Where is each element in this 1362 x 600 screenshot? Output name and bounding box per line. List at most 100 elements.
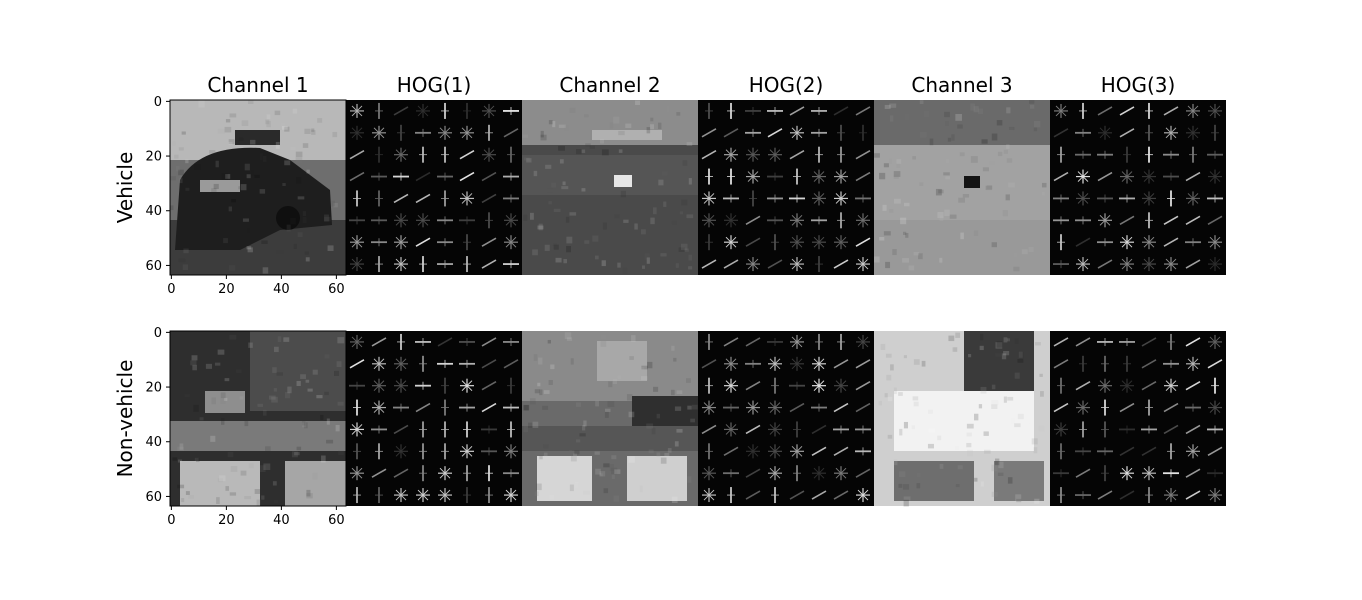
texture-pixel (537, 382, 541, 387)
texture-pixel (565, 216, 570, 223)
texture-pixel (254, 174, 260, 178)
texture-pixel (995, 458, 1000, 466)
texture-pixel (229, 492, 237, 496)
texture-pixel (991, 133, 998, 141)
texture-pixel (287, 386, 292, 394)
texture-pixel (336, 361, 342, 368)
texture-pixel (297, 196, 305, 200)
texture-pixel (957, 465, 963, 470)
texture-pixel (625, 123, 632, 129)
texture-pixel (286, 224, 291, 232)
mid-band (522, 426, 698, 451)
texture-pixel (973, 230, 979, 236)
texture-pixel (304, 422, 308, 429)
hog-cell (745, 443, 761, 459)
texture-pixel (312, 369, 318, 375)
texture-pixel (680, 243, 688, 250)
texture-pixel (172, 141, 176, 146)
texture-pixel (211, 397, 216, 405)
texture-pixel (686, 214, 694, 219)
texture-pixel (574, 450, 580, 455)
texture-pixel (937, 435, 942, 441)
texture-pixel (228, 139, 235, 145)
texture-pixel (182, 264, 189, 271)
hog-cell (767, 399, 783, 416)
texture-pixel (908, 265, 915, 271)
texture-pixel (660, 457, 667, 464)
texture-pixel (613, 495, 620, 502)
texture-pixel (211, 188, 217, 193)
texture-pixel (583, 114, 589, 118)
texture-pixel (676, 390, 683, 395)
hog-cell (1119, 465, 1135, 481)
texture-pixel (524, 404, 530, 411)
texture-pixel (284, 126, 290, 132)
texture-pixel (889, 115, 894, 122)
panel-vehicle-hog-2 (698, 100, 874, 275)
car-region (522, 155, 698, 195)
texture-pixel (585, 143, 591, 147)
hog-cell (393, 378, 409, 394)
texture-pixel (670, 389, 675, 396)
sign-region (205, 391, 245, 413)
texture-pixel (674, 441, 679, 447)
texture-pixel (921, 360, 926, 367)
texture-pixel (1033, 127, 1038, 132)
panel-non-vehicle-hog-3 (1050, 331, 1226, 506)
texture-pixel (1039, 373, 1043, 377)
texture-pixel (599, 471, 606, 477)
texture-pixel (558, 145, 565, 151)
hog-cell (789, 234, 805, 250)
texture-pixel (673, 357, 677, 362)
panel-non-vehicle-hog-2 (698, 331, 874, 506)
texture-pixel (617, 262, 621, 268)
texture-pixel (916, 472, 921, 478)
hog-cell (393, 234, 409, 250)
texture-pixel (653, 386, 659, 392)
texture-pixel (646, 257, 650, 264)
texture-pixel (918, 103, 925, 109)
panel-non-vehicle-channel-2 (522, 331, 698, 506)
texture-pixel (1015, 494, 1022, 502)
hog-cell (437, 465, 453, 481)
texture-pixel (269, 395, 276, 400)
texture-pixel (306, 493, 313, 499)
texture-pixel (244, 496, 252, 500)
texture-pixel (251, 170, 255, 177)
texture-pixel (266, 114, 271, 120)
texture-pixel (888, 158, 893, 165)
texture-pixel (880, 343, 886, 350)
texture-pixel (614, 469, 621, 474)
texture-pixel (326, 418, 330, 425)
texture-pixel (306, 169, 310, 174)
texture-pixel (919, 100, 924, 104)
texture-pixel (899, 428, 903, 436)
texture-pixel (312, 472, 318, 480)
gray-right (994, 461, 1044, 501)
column-titles: Channel 1 HOG(1) Channel 2 HOG(2) Channel 3 H… (207, 73, 1175, 97)
texture-pixel (991, 491, 998, 497)
texture-pixel (944, 120, 950, 126)
hog-cell (701, 212, 717, 228)
row-label-non-vehicle: Non-vehicle (113, 360, 137, 478)
texture-pixel (618, 130, 625, 136)
texture-pixel (568, 449, 572, 456)
texture-pixel (887, 396, 893, 402)
column-title-hog-1: HOG(1) (397, 73, 472, 97)
hog-cell (437, 125, 453, 141)
texture-pixel (896, 163, 901, 168)
texture-pixel (927, 409, 933, 414)
x-tick-label: 40 (273, 513, 290, 528)
texture-pixel (296, 380, 301, 387)
texture-pixel (878, 400, 882, 406)
texture-pixel (183, 248, 189, 254)
texture-pixel (1017, 359, 1024, 363)
hog-background (698, 331, 874, 506)
texture-pixel (576, 148, 582, 155)
texture-pixel (690, 418, 695, 423)
hog-cell (393, 147, 409, 163)
hog-cell (833, 190, 849, 207)
texture-pixel (943, 172, 950, 176)
texture-pixel (628, 411, 635, 418)
texture-pixel (188, 352, 194, 358)
